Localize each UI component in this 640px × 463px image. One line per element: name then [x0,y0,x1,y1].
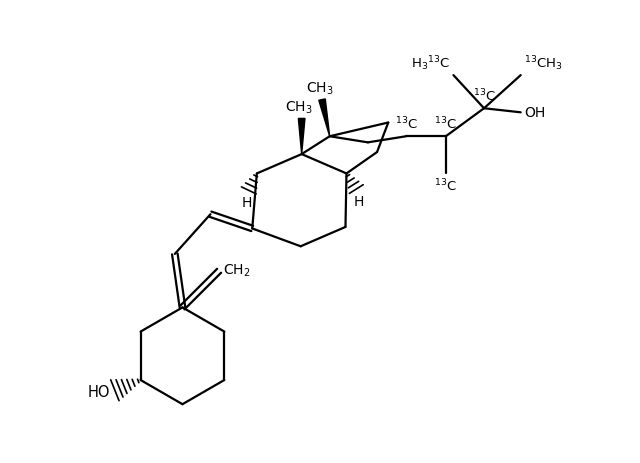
Text: OH: OH [524,106,545,120]
Text: $^{13}$C: $^{13}$C [472,88,495,104]
Text: $^{13}$C: $^{13}$C [435,115,457,132]
Polygon shape [319,100,330,137]
Text: CH$_3$: CH$_3$ [306,81,333,97]
Text: CH$_3$: CH$_3$ [285,99,313,116]
Text: $^{13}$C: $^{13}$C [435,178,457,194]
Text: H$_3$$^{13}$C: H$_3$$^{13}$C [412,54,451,73]
Text: H: H [353,194,364,208]
Text: HO: HO [88,384,110,399]
Text: CH$_2$: CH$_2$ [223,262,250,278]
Polygon shape [298,119,305,155]
Text: H: H [241,196,252,210]
Text: $^{13}$C: $^{13}$C [395,115,417,132]
Text: $^{13}$CH$_3$: $^{13}$CH$_3$ [524,54,563,73]
